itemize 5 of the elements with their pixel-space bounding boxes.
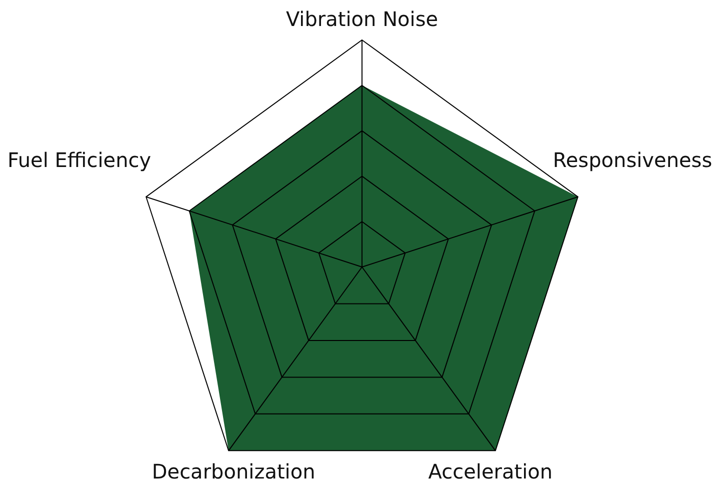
- spoke-label: Fuel Efficiency: [7, 148, 152, 172]
- spoke-label: Decarbonization: [152, 460, 316, 484]
- spoke-label: Vibration Noise: [286, 7, 438, 31]
- spoke-label: Responsiveness: [552, 148, 712, 172]
- spoke-label: Acceleration: [428, 460, 553, 484]
